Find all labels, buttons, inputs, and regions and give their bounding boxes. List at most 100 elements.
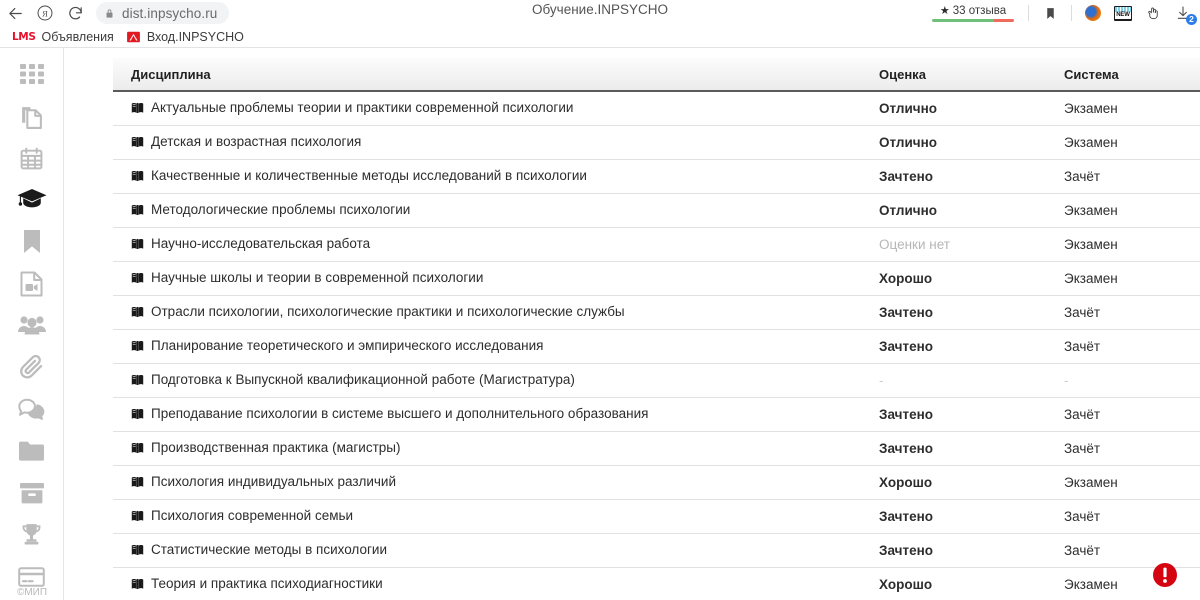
bookmark-icon[interactable] xyxy=(1035,0,1065,26)
cell-grade: Хорошо xyxy=(861,567,1046,600)
sidebar-item-education[interactable] xyxy=(0,182,64,224)
cell-discipline[interactable]: Научно-исследовательская работа xyxy=(113,227,861,262)
cell-discipline[interactable]: Психология современной семьи xyxy=(113,499,861,534)
discipline-label: Методологические проблемы психологии xyxy=(151,202,411,217)
cell-discipline[interactable]: Актуальные проблемы теории и практики со… xyxy=(113,91,861,126)
grade-value: Отлично xyxy=(879,101,938,116)
sidebar-item-documents[interactable] xyxy=(0,98,64,140)
table-row[interactable]: Научные школы и теории в современной пси… xyxy=(113,261,1200,296)
table-row[interactable]: Преподавание психологии в системе высшег… xyxy=(113,397,1200,432)
column-header-discipline[interactable]: Дисциплина xyxy=(113,58,861,92)
cell-grade: Зачтено xyxy=(861,159,1046,194)
archive-box-icon xyxy=(19,482,45,509)
table-row[interactable]: Научно-исследовательская работа Оценки не… xyxy=(113,227,1200,262)
book-icon xyxy=(131,306,144,321)
cell-grade: Отлично xyxy=(861,91,1046,126)
discipline-label: Теория и практика психодиагностики xyxy=(151,576,383,591)
yandex-logo-icon[interactable]: Я xyxy=(30,1,60,25)
sidebar-item-calendar[interactable] xyxy=(0,140,64,182)
sidebar-item-bookmarks[interactable] xyxy=(0,223,64,265)
discipline-label: Научно-исследовательская работа xyxy=(151,236,371,251)
table-head: Дисциплина Оценка Система xyxy=(113,58,1200,92)
system-value: Экзамен xyxy=(1064,101,1118,116)
extension-hand-pointer-icon[interactable] xyxy=(1138,0,1168,26)
downloads-icon[interactable]: 2 xyxy=(1168,0,1198,26)
cell-grade: Зачтено xyxy=(861,533,1046,568)
table-row[interactable]: Актуальные проблемы теории и практики со… xyxy=(113,91,1200,126)
grid-apps-icon xyxy=(19,64,44,89)
bookmark-icon xyxy=(23,229,41,259)
column-header-system[interactable]: Система xyxy=(1046,58,1200,92)
rating-label: 33 отзыва xyxy=(952,4,1007,17)
table-row[interactable]: Детская и возрастная психология Отлично Эк… xyxy=(113,125,1200,160)
cell-discipline[interactable]: Отрасли психологии, психологические прак… xyxy=(113,295,861,330)
bookmark-item-announcements[interactable]: LMS Объявления xyxy=(6,27,120,47)
table-row[interactable]: Психология современной семьи Зачтено Зачёт xyxy=(113,499,1200,534)
cell-discipline[interactable]: Теория и практика психодиагностики xyxy=(113,567,861,600)
sidebar-item-archive[interactable] xyxy=(0,474,64,516)
table-row[interactable]: Подготовка к Выпускной квалификационной … xyxy=(113,363,1200,398)
column-header-grade[interactable]: Оценка xyxy=(861,58,1046,92)
system-value: Зачёт xyxy=(1064,339,1101,354)
grade-value: Хорошо xyxy=(879,271,933,286)
cell-discipline[interactable]: Статистические методы в психологии xyxy=(113,533,861,568)
cell-discipline[interactable]: Качественные и количественные методы исс… xyxy=(113,159,861,194)
sidebar-item-video[interactable] xyxy=(0,265,64,307)
table-row[interactable]: Статистические методы в психологии Зачтен… xyxy=(113,533,1200,568)
cell-discipline[interactable]: Подготовка к Выпускной квалификационной … xyxy=(113,363,861,398)
extension-colorful-circle-icon[interactable] xyxy=(1078,0,1108,26)
system-value: Зачёт xyxy=(1064,441,1101,456)
system-value: Зачёт xyxy=(1064,509,1101,524)
cell-discipline[interactable]: Психология индивидуальных различий xyxy=(113,465,861,500)
table-row[interactable]: Отрасли психологии, психологические прак… xyxy=(113,295,1200,330)
table-row[interactable]: Качественные и количественные методы исс… xyxy=(113,159,1200,194)
grade-value: Отлично xyxy=(879,135,938,150)
system-value: - xyxy=(1064,373,1069,388)
rating-bar xyxy=(932,19,1014,22)
table-row[interactable]: Планирование теоретического и эмпирическ… xyxy=(113,329,1200,364)
grade-value: Зачтено xyxy=(879,339,933,354)
table-row[interactable]: Психология индивидуальных различий Хорошо… xyxy=(113,465,1200,500)
sidebar-item-achievements[interactable] xyxy=(0,516,64,558)
sidebar-item-apps[interactable] xyxy=(0,56,64,98)
cell-discipline[interactable]: Методологические проблемы психологии xyxy=(113,193,861,228)
book-icon xyxy=(131,374,144,389)
back-arrow-icon[interactable] xyxy=(0,1,30,25)
cell-system: Зачёт xyxy=(1046,295,1200,330)
system-value: Зачёт xyxy=(1064,305,1101,320)
folder-icon xyxy=(18,440,45,467)
table-row[interactable]: Теория и практика психодиагностики Хорошо… xyxy=(113,567,1200,600)
cell-discipline[interactable]: Научные школы и теории в современной пси… xyxy=(113,261,861,296)
cell-grade: Зачтено xyxy=(861,329,1046,364)
lock-icon xyxy=(104,7,115,20)
cell-grade: Зачтено xyxy=(861,397,1046,432)
cell-discipline[interactable]: Планирование теоретического и эмпирическ… xyxy=(113,329,861,364)
table-row[interactable]: Производственная практика (магистры) Зачт… xyxy=(113,431,1200,466)
reload-icon[interactable] xyxy=(60,1,90,25)
error-alert-icon[interactable] xyxy=(1152,562,1178,588)
site-rating-widget[interactable]: ★ 33 отзыва xyxy=(924,0,1022,26)
sidebar-item-attachments[interactable] xyxy=(0,349,64,391)
svg-text:Я: Я xyxy=(42,9,48,18)
cell-discipline[interactable]: Производственная практика (магистры) xyxy=(113,431,861,466)
cell-grade: Зачтено xyxy=(861,295,1046,330)
cell-discipline[interactable]: Детская и возрастная психология xyxy=(113,125,861,160)
book-icon xyxy=(131,102,144,117)
cell-discipline[interactable]: Преподавание психологии в системе высшег… xyxy=(113,397,861,432)
discipline-label: Научные школы и теории в современной пси… xyxy=(151,270,484,285)
grade-value: Зачтено xyxy=(879,441,933,456)
cell-system: Экзамен xyxy=(1046,567,1200,600)
extension-new-icon[interactable]: NEW xyxy=(1108,0,1138,26)
grade-value: Зачтено xyxy=(879,543,933,558)
table-header-row: Дисциплина Оценка Система xyxy=(113,58,1200,92)
sidebar-item-payments[interactable] xyxy=(0,558,64,600)
address-bar[interactable]: dist.inpsycho.ru xyxy=(96,2,230,24)
bookmark-item-inpsycho-login[interactable]: Вход.INPSYCHO xyxy=(120,27,250,47)
book-icon xyxy=(131,136,144,151)
sidebar-item-messages[interactable] xyxy=(0,391,64,433)
sidebar-item-files[interactable] xyxy=(0,433,64,475)
table-row[interactable]: Методологические проблемы психологии Отли… xyxy=(113,193,1200,228)
sidebar-item-people[interactable] xyxy=(0,307,64,349)
system-value: Зачёт xyxy=(1064,407,1101,422)
system-value: Экзамен xyxy=(1064,577,1118,592)
